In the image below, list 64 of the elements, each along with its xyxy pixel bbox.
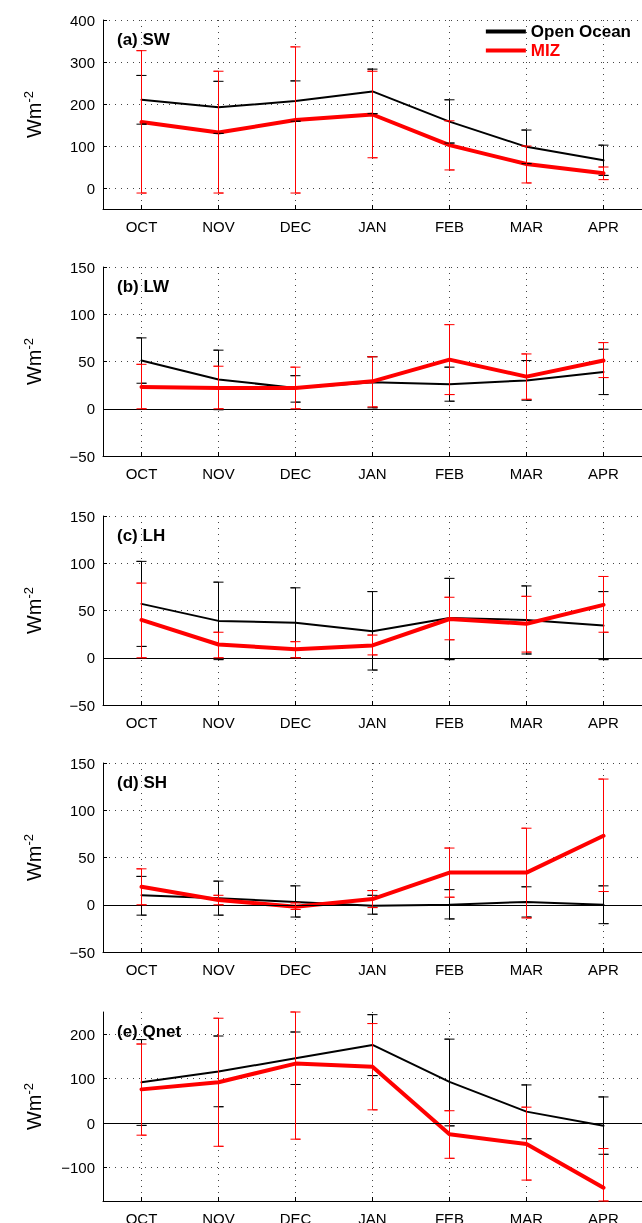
legend-label: MIZ — [530, 41, 561, 60]
y-axis-title: Wm-2 — [21, 337, 45, 386]
x-tick-label: APR — [588, 465, 620, 482]
x-tick-label: OCT — [125, 218, 158, 235]
x-tick-label: MAR — [509, 218, 544, 235]
x-tick-label: JAN — [358, 961, 387, 978]
y-tick-label: −50 — [69, 447, 95, 465]
y-tick-label: 400 — [69, 11, 95, 29]
y-tick-label: 50 — [78, 849, 95, 866]
y-axis-title: Wm-2 — [21, 586, 45, 635]
y-tick-label: 0 — [86, 896, 95, 914]
x-tick-label: JAN — [358, 465, 387, 482]
x-tick-label: APR — [588, 961, 620, 978]
x-tick-label: FEB — [434, 714, 465, 731]
y-axis-title: Wm-2 — [21, 1082, 45, 1131]
y-tick-label: 100 — [69, 137, 95, 155]
y-axis-title: Wm-2 — [21, 90, 45, 139]
y-tick-label: 150 — [69, 754, 95, 772]
x-tick-label: FEB — [434, 961, 465, 978]
text: (e) Qnet — [117, 1022, 182, 1041]
x-tick-label: MAR — [509, 465, 544, 482]
y-tick-label: 150 — [69, 258, 95, 276]
text: (b) LW — [117, 277, 170, 296]
y-tick-label: 100 — [69, 801, 95, 819]
y-tick-label: −100 — [61, 1159, 95, 1177]
x-tick-label: JAN — [358, 218, 387, 235]
y-tick-label: 0 — [86, 400, 95, 418]
x-tick-label: NOV — [202, 961, 235, 978]
y-tick-label: 150 — [69, 507, 95, 525]
x-tick-label: OCT — [125, 961, 158, 978]
x-tick-label: MAR — [509, 961, 544, 978]
text: (c) LH — [117, 526, 166, 545]
x-tick-label: DEC — [279, 714, 312, 731]
y-tick-label: 0 — [86, 1114, 95, 1132]
x-tick-label: FEB — [434, 218, 465, 235]
x-tick-label: MAR — [509, 714, 544, 731]
x-tick-label: APR — [588, 714, 620, 731]
y-tick-label: 50 — [78, 602, 95, 619]
y-tick-label: 300 — [69, 53, 95, 71]
text: (a) SW — [117, 30, 171, 49]
x-tick-label: FEB — [434, 465, 465, 482]
y-axis-title: Wm-2 — [21, 833, 45, 882]
x-tick-label: DEC — [279, 961, 312, 978]
x-tick-label: DEC — [279, 465, 312, 482]
x-tick-label: JAN — [358, 714, 387, 731]
x-tick-label: NOV — [202, 714, 235, 731]
x-tick-label: APR — [588, 218, 620, 235]
x-tick-label: DEC — [279, 218, 312, 235]
x-tick-label: NOV — [202, 218, 235, 235]
x-tick-label: OCT — [125, 465, 158, 482]
y-tick-label: 100 — [69, 554, 95, 572]
y-tick-label: 0 — [86, 649, 95, 667]
y-tick-label: −50 — [69, 696, 95, 714]
y-tick-label: 0 — [86, 179, 95, 197]
x-tick-label: NOV — [202, 465, 235, 482]
legend-label: Open Ocean — [530, 22, 631, 41]
y-tick-label: 100 — [69, 305, 95, 323]
y-tick-label: 200 — [69, 1025, 95, 1043]
y-tick-label: −50 — [69, 943, 95, 961]
text: (d) SH — [117, 773, 168, 792]
y-tick-label: 50 — [78, 353, 95, 370]
y-tick-label: 200 — [69, 95, 95, 113]
x-tick-label: OCT — [125, 714, 158, 731]
y-tick-label: 100 — [69, 1070, 95, 1088]
